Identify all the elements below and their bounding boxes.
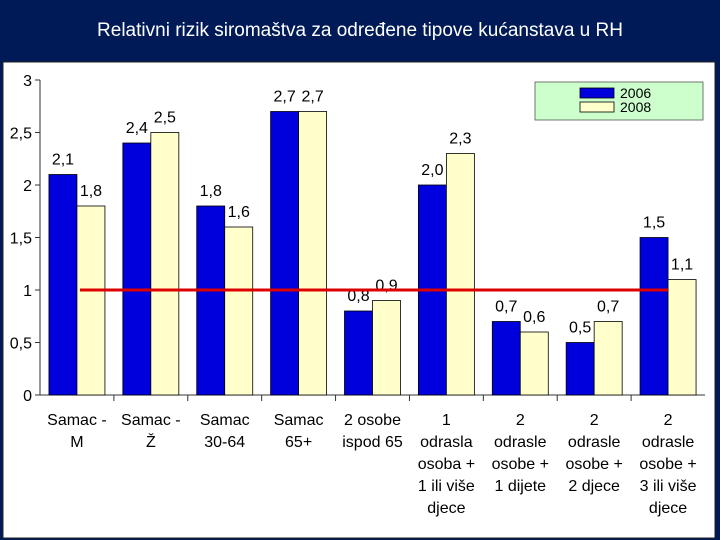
category-label: 1 dijete	[494, 478, 546, 495]
bar-2008	[298, 111, 328, 396]
data-label-2006: 2,0	[421, 162, 443, 179]
category-label: 2	[590, 412, 599, 429]
bar-2006	[48, 174, 78, 396]
category-label: Samac -	[121, 412, 181, 429]
data-label-2008: 1,8	[80, 183, 102, 200]
data-label-2008: 0,6	[523, 309, 545, 326]
data-label-2006: 1,8	[200, 183, 222, 200]
category-label: odrasla	[420, 434, 473, 451]
bar-2008	[593, 321, 623, 396]
bar-2006	[565, 342, 595, 396]
data-label-2008: 2,7	[301, 89, 323, 106]
data-label-2008: 1,6	[228, 204, 250, 221]
category-label: Samac	[200, 412, 250, 429]
y-tick-label: 3	[23, 73, 32, 90]
data-label-2006: 1,5	[643, 215, 665, 232]
bar-2008	[667, 279, 697, 396]
data-labels: 2,1 1,8 2,4 2,5 1,8 1,6 2,7 2,7 0,8 0,9 2,0 2,3 0,7 0…	[52, 89, 693, 337]
data-label-2008: 0,9	[375, 278, 397, 295]
bar-2006	[491, 321, 521, 396]
y-tick-label: 2,5	[10, 126, 32, 143]
legend-label-2008: 2008	[620, 99, 651, 115]
category-label: M	[70, 434, 83, 451]
bar-2008	[150, 132, 180, 396]
category-label: Samac	[274, 412, 324, 429]
category-label: odrasle	[642, 434, 695, 451]
category-label: osobe +	[565, 456, 622, 473]
bar-2006	[639, 237, 669, 396]
bar-2008	[372, 300, 401, 396]
category-label: osobe +	[492, 456, 549, 473]
category-label: Samac -	[47, 412, 107, 429]
bar-2006	[196, 205, 226, 396]
legend-swatch-2006	[579, 87, 615, 99]
data-label-2008: 2,3	[449, 131, 471, 148]
data-label-2006: 0,5	[569, 320, 591, 337]
y-tick-label: 1	[23, 283, 32, 300]
category-label: djece	[649, 500, 687, 517]
bar-chart: 0 0,5 1 1,5 2 2,5 3 2,1 1,8 2,4 2,5 1,8 1,6 2,7 2,7 0,…	[2, 61, 716, 539]
category-label: osoba +	[418, 456, 475, 473]
bar-2008	[445, 153, 475, 396]
bar-2008	[224, 226, 254, 396]
legend-swatch-2008	[579, 101, 615, 113]
category-label: odrasle	[494, 434, 547, 451]
y-tick-label: 0	[23, 388, 32, 405]
legend-label-2006: 2006	[620, 85, 651, 101]
bar-2008	[519, 331, 549, 396]
category-label: 2 djece	[568, 478, 620, 495]
category-label: 30-64	[204, 434, 245, 451]
data-label-2006: 2,1	[52, 152, 74, 169]
data-label-2006: 2,4	[126, 120, 148, 137]
slide-title: Relativni rizik siromaštva za određene t…	[97, 20, 623, 41]
bars	[48, 111, 697, 396]
bar-2008	[76, 205, 106, 396]
category-label: 2	[516, 412, 525, 429]
y-tick-label: 1,5	[10, 231, 32, 248]
data-label-2006: 0,8	[347, 288, 369, 305]
category-label: ispod 65	[342, 434, 403, 451]
bar-2006	[122, 142, 152, 396]
category-label: odrasle	[568, 434, 621, 451]
legend-box	[534, 81, 704, 121]
category-label: 2	[664, 412, 673, 429]
category-label: djece	[427, 500, 465, 517]
category-label: 1	[442, 412, 451, 429]
category-label: 3 ili više	[640, 478, 697, 495]
category-label: Ž	[146, 432, 156, 451]
chart-area	[2, 61, 716, 539]
data-label-2008: 0,7	[597, 299, 619, 316]
data-label-2006: 0,7	[495, 299, 517, 316]
y-tick-label: 2	[23, 178, 32, 195]
category-label: 2 osobe	[344, 412, 401, 429]
data-label-2008: 2,5	[154, 110, 176, 127]
category-label: 1 ili više	[418, 478, 475, 495]
bar-2006	[270, 111, 300, 396]
data-label-2006: 2,7	[273, 89, 295, 106]
y-tick-label: 0,5	[10, 336, 32, 353]
category-label: 65+	[285, 434, 312, 451]
data-label-2008: 1,1	[671, 257, 693, 274]
category-labels: Samac - M Samac - Ž Samac 30-64 Samac 65+ 2 osob…	[47, 412, 697, 517]
category-label: osobe +	[639, 456, 696, 473]
bar-2006	[344, 310, 373, 396]
